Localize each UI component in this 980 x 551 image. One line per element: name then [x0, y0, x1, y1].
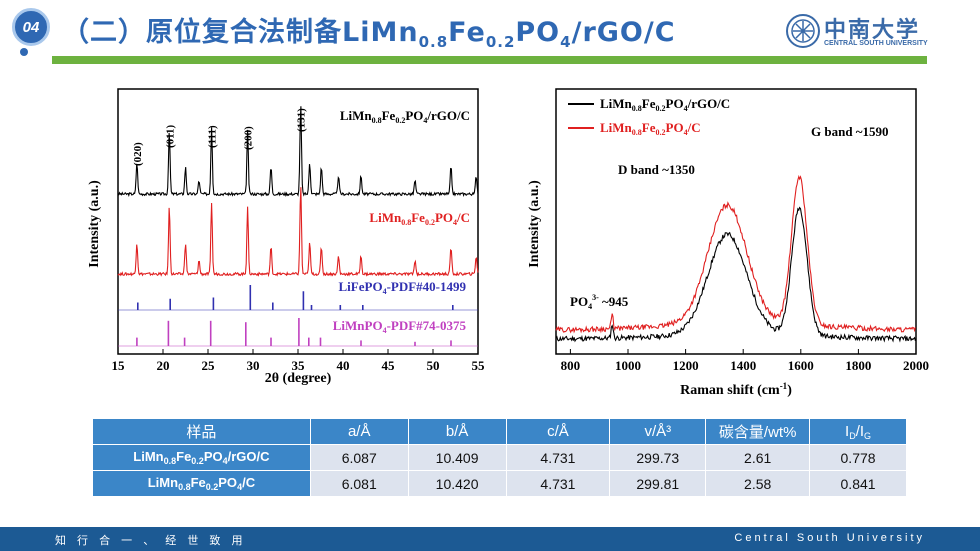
col-id-ig: ID/IG	[809, 418, 907, 445]
cell-id-ig: 0.841	[809, 470, 907, 497]
raman-tick-label: 1600	[788, 358, 814, 373]
xrd-series-line	[117, 106, 479, 198]
xrd-label-s3: LiFePO4-PDF#40-1499	[339, 279, 467, 296]
xrd-tick-label: 20	[157, 358, 170, 373]
raman-chart: 800 1000 1200 1400 1600 1800 2000 Intensity (a…	[526, 84, 936, 402]
page-title: （二）原位复合法制备LiMn0.8Fe0.2PO4/rGO/C	[62, 17, 676, 51]
col-b: b/Å	[407, 418, 507, 445]
cell-carbon: 2.58	[705, 470, 811, 497]
xrd-label-s4: LiMnPO4-PDF#74-0375	[333, 318, 467, 335]
header-bar	[0, 0, 980, 58]
col-sample: 样品	[92, 418, 311, 445]
cell-v: 299.81	[609, 470, 707, 497]
xrd-annotations: (020) (011) (111) (200) (131)	[132, 108, 308, 166]
xrd-tick-label: 15	[112, 358, 126, 373]
cell-b: 10.420	[407, 470, 507, 497]
raman-tick-label: 1000	[615, 358, 641, 373]
cell-a: 6.087	[309, 444, 409, 471]
xrd-label-s1: LiMn0.8Fe0.2PO4/rGO/C	[340, 108, 470, 125]
raman-svg: 800 1000 1200 1400 1600 1800 2000 Intensity (a…	[527, 88, 929, 398]
lattice-table: 样品 a/Å b/Å c/Å v/Å³ 碳含量/wt% ID/IG LiMn0.…	[92, 418, 907, 497]
raman-legend-2: LiMn0.8Fe0.2PO4/C	[600, 120, 701, 137]
xrd-tick-label: 30	[247, 358, 260, 373]
hkl-label: (011)	[164, 124, 176, 148]
cell-b: 10.409	[407, 444, 507, 471]
raman-frame	[555, 88, 917, 355]
raman-ticks: 800 1000 1200 1400 1600 1800 2000	[561, 349, 929, 373]
xrd-tick-label: 35	[292, 358, 306, 373]
col-c: c/Å	[505, 418, 611, 445]
row-name: LiMn0.8Fe0.2PO4/C	[92, 470, 311, 497]
xrd-xlabel: 2θ (degree)	[265, 371, 332, 386]
raman-legend-1: LiMn0.8Fe0.2PO4/rGO/C	[600, 96, 730, 113]
raman-tick-label: 800	[561, 358, 581, 373]
cell-id-ig: 0.778	[809, 444, 907, 471]
raman-ylabel: Intensity (a.u.)	[527, 180, 542, 268]
hkl-label: (111)	[207, 125, 219, 148]
logo-text-cn: 中南大学	[824, 17, 921, 43]
row-name: LiMn0.8Fe0.2PO4/rGO/C	[92, 444, 311, 471]
col-carbon: 碳含量/wt%	[705, 418, 811, 445]
raman-tick-label: 2000	[903, 358, 929, 373]
xrd-tick-label: 50	[427, 358, 440, 373]
cell-v: 299.73	[609, 444, 707, 471]
g-band-label: G band ~1590	[811, 124, 889, 139]
xrd-tick-label: 55	[472, 358, 486, 373]
cell-c: 4.731	[505, 470, 611, 497]
table-row: LiMn0.8Fe0.2PO4/C 6.081 10.420 4.731 299…	[92, 470, 907, 497]
footer-motto: 知 行 合 一 、 经 世 致 用	[55, 535, 247, 547]
xrd-ticks: 15 20 25 30 35 40 45 50 55	[112, 349, 486, 373]
xrd-tick-label: 25	[202, 358, 216, 373]
footer-university: Central South University	[734, 532, 925, 544]
raman-tick-label: 1400	[730, 358, 756, 373]
table-header-row: 样品 a/Å b/Å c/Å v/Å³ 碳含量/wt% ID/IG	[92, 418, 907, 445]
hkl-label: (200)	[243, 126, 255, 150]
raman-tick-label: 1800	[845, 358, 871, 373]
table-row: LiMn0.8Fe0.2PO4/rGO/C 6.087 10.409 4.731…	[92, 444, 907, 471]
xrd-svg: 15 20 25 30 35 40 45 50 55 Intensity (a.u.) 2θ (…	[88, 88, 486, 386]
hkl-label: (020)	[132, 142, 144, 166]
raman-series-line	[555, 174, 916, 334]
hkl-label: (131)	[296, 108, 308, 132]
xrd-label-s2: LiMn0.8Fe0.2PO4/C	[369, 210, 470, 227]
xrd-chart: 15 20 25 30 35 40 45 50 55 Intensity (a.u.) 2θ (…	[88, 84, 496, 402]
xrd-series-line	[117, 187, 479, 278]
raman-series-line	[555, 206, 916, 343]
po4-label: PO43- ~945	[570, 293, 629, 311]
cell-a: 6.081	[309, 470, 409, 497]
logo-emblem-icon	[786, 14, 820, 48]
xrd-curves	[117, 106, 479, 347]
col-v: v/Å³	[609, 418, 707, 445]
raman-xlabel: Raman shift (cm-1)	[680, 381, 792, 398]
d-band-label: D band ~1350	[618, 162, 695, 177]
raman-tick-label: 1200	[673, 358, 699, 373]
header-stripe	[52, 56, 927, 64]
section-badge: 04	[12, 8, 50, 46]
xrd-tick-label: 40	[337, 358, 350, 373]
university-logo: 中南大学 CENTRAL SOUTH UNIVERSITY	[786, 10, 936, 54]
badge-dot	[20, 48, 28, 56]
footer-bar: 知 行 合 一 、 经 世 致 用 Central South Universi…	[0, 527, 980, 551]
col-a: a/Å	[309, 418, 409, 445]
cell-carbon: 2.61	[705, 444, 811, 471]
xrd-tick-label: 45	[382, 358, 396, 373]
raman-curves	[555, 174, 916, 343]
logo-text-en: CENTRAL SOUTH UNIVERSITY	[824, 40, 928, 47]
xrd-ylabel: Intensity (a.u.)	[88, 180, 102, 268]
cell-c: 4.731	[505, 444, 611, 471]
